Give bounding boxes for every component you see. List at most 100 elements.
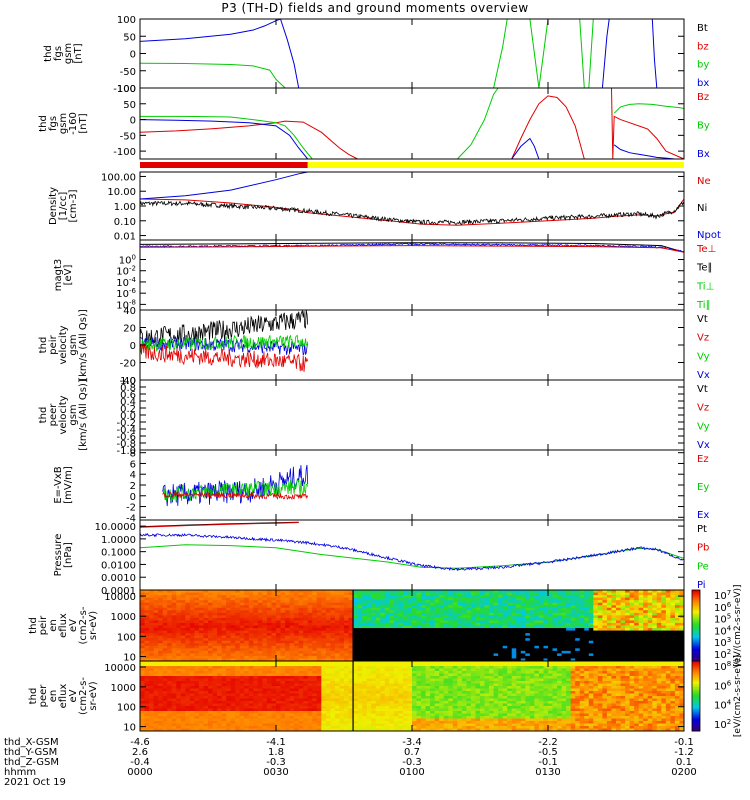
heatmap-cell bbox=[652, 617, 658, 621]
heatmap-cell bbox=[439, 602, 445, 606]
heatmap-cell bbox=[538, 658, 544, 662]
heatmap-cell bbox=[194, 615, 200, 619]
heatmap-cell bbox=[144, 726, 150, 729]
heatmap-cell bbox=[230, 716, 236, 719]
heatmap-cell bbox=[643, 615, 649, 619]
heatmap-cell bbox=[289, 658, 295, 662]
heatmap-cell bbox=[393, 655, 399, 659]
heatmap-cell bbox=[312, 655, 318, 659]
heatmap-cell bbox=[339, 655, 345, 659]
heatmap-cell bbox=[280, 663, 286, 667]
heatmap-cell bbox=[407, 607, 413, 611]
heatmap-cell bbox=[525, 595, 531, 599]
heatmap-cell bbox=[307, 600, 313, 604]
heatmap-cell bbox=[303, 602, 309, 606]
heatmap-cell bbox=[493, 645, 499, 649]
heatmap-cell bbox=[602, 612, 608, 616]
heatmap-cell bbox=[502, 597, 508, 601]
heatmap-cell bbox=[620, 653, 626, 657]
heatmap-cell bbox=[579, 600, 585, 604]
heatmap-cell bbox=[498, 655, 504, 659]
heatmap-cell bbox=[325, 617, 331, 621]
heatmap-cell bbox=[162, 678, 168, 682]
heatmap-cell bbox=[525, 635, 531, 639]
heatmap-cell bbox=[149, 597, 154, 601]
heatmap-cell bbox=[316, 628, 322, 631]
heatmap-cell bbox=[616, 653, 621, 657]
y-tick-label: 100 bbox=[117, 632, 136, 643]
heatmap-cell bbox=[153, 645, 159, 649]
heatmap-cell bbox=[384, 607, 390, 611]
heatmap-cell bbox=[185, 718, 191, 722]
heatmap-cell bbox=[158, 602, 164, 606]
heatmap-cell bbox=[566, 602, 572, 606]
heatmap-cell bbox=[198, 683, 204, 687]
heatmap-cell bbox=[217, 666, 222, 669]
y-tick-label: -0.2 bbox=[116, 418, 136, 429]
heatmap-cell bbox=[520, 617, 526, 621]
heatmap-cell bbox=[276, 653, 281, 657]
heatmap-cell bbox=[180, 655, 186, 659]
heatmap-cell bbox=[561, 628, 567, 631]
colorbar-cell bbox=[692, 616, 700, 619]
heatmap-cell bbox=[330, 668, 336, 672]
heatmap-cell bbox=[316, 610, 322, 614]
heatmap-cell bbox=[557, 640, 562, 644]
heatmap-cell bbox=[226, 678, 232, 682]
heatmap-cell bbox=[461, 622, 467, 626]
heatmap-cell bbox=[375, 653, 381, 657]
heatmap-cell bbox=[185, 610, 191, 614]
heatmap-cell bbox=[344, 615, 349, 619]
heatmap-cell bbox=[153, 701, 159, 704]
heatmap-cell bbox=[461, 625, 467, 629]
heatmap-cell bbox=[285, 590, 290, 593]
heatmap-cell bbox=[149, 681, 154, 684]
heatmap-cell bbox=[498, 638, 504, 642]
heatmap-cell bbox=[656, 602, 662, 606]
heatmap-cell bbox=[611, 617, 617, 621]
heatmap-cell bbox=[230, 723, 236, 727]
heatmap-cell bbox=[484, 600, 490, 604]
heatmap-cell bbox=[149, 643, 154, 647]
heatmap-cell bbox=[294, 671, 300, 674]
series-line-by bbox=[529, 18, 549, 89]
heatmap-cell bbox=[566, 630, 572, 634]
heatmap-cell bbox=[226, 645, 232, 649]
heatmap-cell bbox=[620, 612, 626, 616]
heatmap-cell bbox=[679, 653, 685, 657]
heatmap-cell bbox=[312, 726, 318, 729]
heatmap-cell bbox=[552, 595, 558, 599]
heatmap-cell bbox=[276, 610, 281, 614]
heatmap-cell bbox=[244, 693, 250, 697]
heatmap-cell bbox=[312, 723, 318, 727]
heatmap-cell bbox=[189, 661, 195, 664]
heatmap-cell bbox=[661, 633, 667, 637]
heatmap-cell bbox=[665, 620, 671, 624]
heatmap-cell bbox=[393, 605, 399, 609]
y-tick-label: 0.6 bbox=[120, 390, 136, 401]
heatmap-cell bbox=[149, 628, 154, 631]
legend-label: Ti∥ bbox=[696, 300, 711, 311]
heatmap-cell bbox=[185, 676, 191, 679]
heatmap-cell bbox=[579, 617, 585, 621]
heatmap-cell bbox=[321, 612, 327, 616]
heatmap-cell bbox=[480, 600, 485, 604]
heatmap-cell bbox=[185, 673, 191, 677]
heatmap-cell bbox=[149, 703, 154, 707]
heatmap-cell bbox=[584, 622, 590, 626]
heatmap-cell bbox=[312, 592, 318, 596]
heatmap-cell bbox=[606, 640, 612, 644]
heatmap-cell bbox=[298, 696, 304, 699]
heatmap-cell bbox=[334, 635, 340, 639]
y-tick-label: 0.01 bbox=[114, 232, 136, 243]
heatmap-cell bbox=[661, 612, 667, 616]
heatmap-cell bbox=[162, 595, 168, 599]
heatmap-cell bbox=[625, 653, 630, 657]
heatmap-cell bbox=[561, 655, 567, 659]
heatmap-cell bbox=[312, 650, 318, 654]
heatmap-cell bbox=[661, 625, 667, 629]
heatmap-cell bbox=[493, 653, 499, 657]
heatmap-cell bbox=[493, 605, 499, 609]
heatmap-cell bbox=[548, 615, 553, 619]
heatmap-cell bbox=[257, 708, 263, 712]
